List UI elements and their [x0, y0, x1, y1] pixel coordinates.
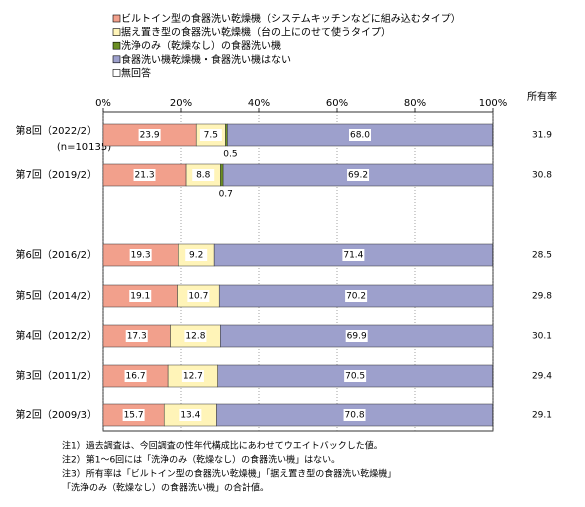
value-label: 9.2 [189, 251, 203, 261]
ownership-title: 所有率 [527, 90, 557, 103]
value-label: 17.3 [127, 332, 147, 342]
ownership-value: 29.1 [532, 411, 552, 421]
label-bg [349, 129, 372, 141]
note: 「洗浄のみ（乾燥なし）の食器洗い機」の合計値。 [62, 482, 269, 494]
label-bg [343, 409, 366, 421]
x-tick-label: 40% [248, 98, 270, 109]
value-label: 70.5 [345, 372, 365, 382]
legend-label: 無回答 [121, 66, 151, 79]
category-label: 第7回（2019/2） [15, 168, 97, 181]
legend-swatch [112, 55, 121, 64]
category-label: 第4回（2012/2） [15, 329, 97, 342]
value-label: 19.3 [131, 251, 151, 261]
value-label: 70.2 [346, 292, 366, 302]
label-bg [185, 249, 208, 261]
note: 注3）所有率は「ビルトイン型の食器洗い乾燥機」「据え置き型の食器洗い乾燥機」 [62, 468, 396, 480]
value-label: 15.7 [124, 411, 144, 421]
value-label: 7.5 [204, 131, 218, 141]
ownership-value: 29.4 [532, 372, 552, 382]
value-label: 21.3 [135, 171, 155, 181]
value-label: 16.7 [126, 372, 146, 382]
label-bg [125, 330, 148, 342]
legend-swatch [112, 28, 121, 36]
label-bg [129, 290, 152, 302]
value-label: 10.7 [188, 292, 208, 302]
value-label: 23.9 [140, 131, 160, 141]
value-label: 70.8 [345, 411, 365, 421]
label-bg [347, 169, 370, 181]
value-label: 69.9 [347, 332, 367, 342]
label-bg [133, 169, 156, 181]
note: 注2）第1～6回には「洗浄のみ（乾燥なし）の食器洗い機」はない。 [62, 454, 340, 466]
x-tick-label: 20% [170, 98, 192, 109]
category-label: 第5回（2014/2） [15, 289, 97, 302]
value-label: 69.2 [348, 171, 368, 181]
label-bg [184, 330, 207, 342]
value-label: 12.8 [185, 332, 205, 342]
category-label: 第8回（2022/2） [15, 124, 97, 137]
value-label: 12.7 [183, 372, 203, 382]
value-label: 13.4 [180, 411, 200, 421]
label-bg [345, 330, 368, 342]
label-bg [181, 370, 204, 382]
label-bg [345, 290, 368, 302]
value-label: 0.7 [219, 190, 233, 200]
ownership-value: 30.8 [532, 171, 552, 181]
value-label: 0.5 [223, 150, 237, 160]
x-tick-label: 80% [404, 98, 426, 109]
note: 注1）過去調査は、今回調査の性年代構成比にあわせてウエイトバックした値。 [62, 440, 383, 452]
legend-label: 据え置き型の食器洗い乾燥機（台の上にのせて使うタイプ） [121, 26, 391, 39]
category-label: 第3回（2011/2） [15, 369, 97, 382]
bar-segment [220, 163, 224, 187]
label-bg [138, 129, 161, 141]
value-label: 71.4 [343, 251, 363, 261]
label-bg [122, 409, 145, 421]
ownership-value: 28.5 [532, 251, 552, 261]
category-label: 第2回（2009/3） [15, 408, 97, 421]
label-bg [124, 370, 147, 382]
label-bg [342, 249, 365, 261]
x-tick-label: 60% [326, 98, 348, 109]
category-note: (n=10135) [57, 142, 111, 153]
label-bg [199, 129, 222, 141]
label-bg [192, 169, 215, 181]
legend-label: 洗浄のみ（乾燥なし）の食器洗い機 [121, 39, 281, 52]
ownership-value: 30.1 [532, 332, 552, 342]
label-bg [179, 409, 202, 421]
x-tick-label: 100% [479, 98, 508, 109]
legend-swatch [112, 14, 121, 23]
x-tick-label: 0% [95, 98, 111, 109]
legend-swatch [112, 41, 121, 50]
label-bg [187, 290, 210, 302]
legend-label: ビルトイン型の食器洗い乾燥機（システムキッチンなどに組み込むタイプ） [121, 12, 461, 25]
legend-swatch [112, 69, 121, 77]
value-label: 19.1 [130, 292, 150, 302]
ownership-value: 29.8 [532, 292, 552, 302]
value-label: 8.8 [196, 171, 211, 181]
bar-segment [225, 123, 228, 147]
category-label: 第6回（2016/2） [15, 248, 97, 261]
legend-label: 食器洗い機乾燥機・食器洗い機はない [121, 53, 291, 66]
label-bg [344, 370, 367, 382]
ownership-value: 31.9 [532, 131, 552, 141]
label-bg [129, 249, 152, 261]
value-label: 68.0 [350, 131, 370, 141]
